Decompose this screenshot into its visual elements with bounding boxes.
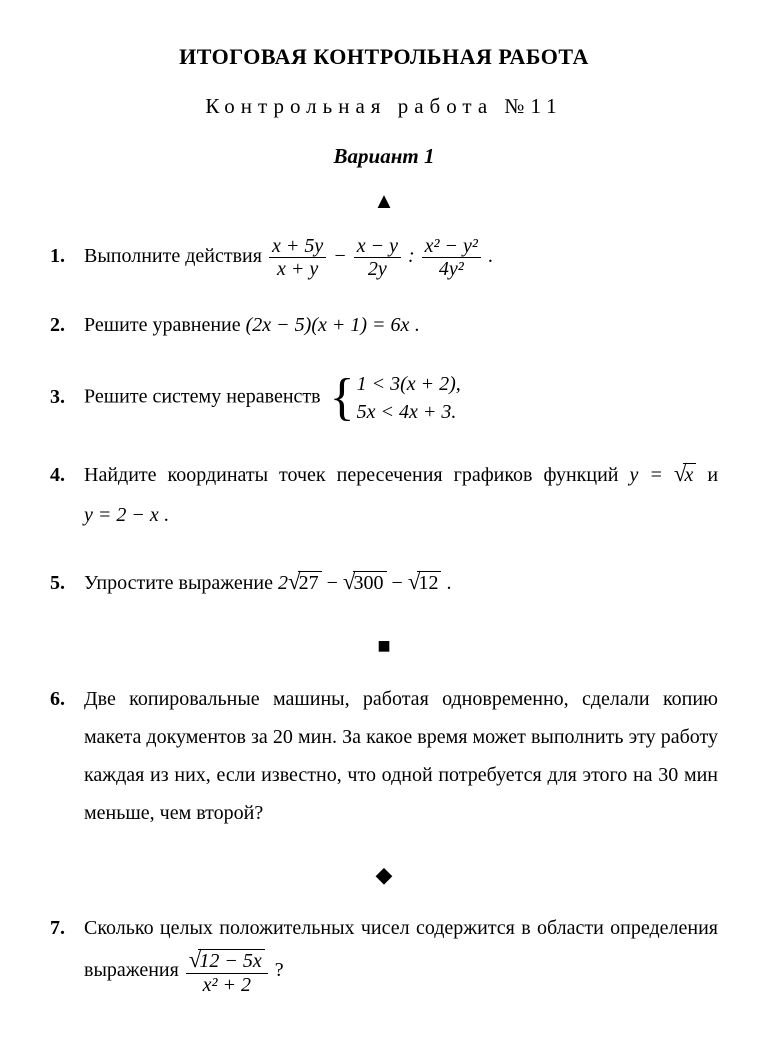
- task-1-text: Выполните действия: [84, 245, 267, 267]
- task-7-num: 12 − 5x: [198, 949, 264, 972]
- subtitle: Контрольная работа №11: [50, 91, 718, 123]
- sqrt-27: 27: [298, 571, 322, 594]
- task-3: Решите систему неравенств { 1 < 3(x + 2)…: [50, 370, 718, 426]
- task-list-2: Две копировальные машины, работая одновр…: [50, 680, 718, 832]
- frac2-num: x − y: [354, 235, 401, 257]
- task-5-text: Упростите выражение: [84, 572, 278, 594]
- frac2-den: 2y: [354, 257, 401, 280]
- task-7-text: Сколько целых положительных чисел содерж…: [84, 917, 718, 981]
- triangle-marker-icon: ▲: [50, 184, 718, 217]
- square-marker-icon: ■: [50, 629, 718, 662]
- frac1-num: x + 5y: [269, 235, 326, 257]
- frac1-den: x + y: [269, 257, 326, 280]
- task-4-f2: y = 2 − x: [84, 504, 159, 526]
- system-brace: { 1 < 3(x + 2), 5x < 4x + 3.: [330, 370, 461, 426]
- task-list-3: Сколько целых положительных чисел содерж…: [50, 909, 718, 995]
- sqrt-12: 12: [417, 571, 441, 594]
- op-divide: :: [408, 245, 420, 267]
- task-list: Выполните действия x + 5yx + y − x − y2y…: [50, 235, 718, 603]
- frac3-num: x² − y²: [422, 235, 481, 257]
- task-7-end: ?: [275, 959, 284, 981]
- op-minus: −: [333, 245, 352, 267]
- task-4-end: .: [164, 504, 169, 526]
- diamond-marker-icon: ◆: [50, 858, 718, 891]
- system-line-1: 1 < 3(x + 2),: [357, 370, 461, 398]
- task-1-formula: x + 5yx + y − x − y2y : x² − y²4y²: [267, 245, 488, 267]
- task-2: Решите уравнение (2x − 5)(x + 1) = 6x .: [50, 306, 718, 344]
- minus-2: −: [392, 572, 408, 594]
- task-1: Выполните действия x + 5yx + y − x − y2y…: [50, 235, 718, 280]
- system-line-2: 5x < 4x + 3.: [357, 398, 461, 426]
- coef-2: 2: [278, 572, 288, 594]
- task-7-den: x² + 2: [186, 973, 268, 996]
- sqrt-300: 300: [353, 571, 387, 594]
- variant-label: Вариант 1: [50, 141, 718, 173]
- task-4-and: и: [707, 464, 718, 486]
- main-title: ИТОГОВАЯ КОНТРОЛЬНАЯ РАБОТА: [50, 40, 718, 73]
- task-6: Две копировальные машины, работая одновр…: [50, 680, 718, 832]
- task-4-text: Найдите координаты точек пересечения гра…: [84, 464, 629, 486]
- task-5-end: .: [446, 572, 451, 594]
- task-2-text: Решите уравнение: [84, 314, 246, 336]
- task-3-text: Решите систему неравенств: [84, 386, 326, 408]
- task-1-end: .: [488, 245, 493, 267]
- task-6-text: Две копировальные машины, работая одновр…: [84, 680, 718, 832]
- sqrt-x-radicand: x: [683, 463, 696, 486]
- task-2-formula: (2x − 5)(x + 1) = 6x: [246, 314, 410, 336]
- task-5-formula: 2√27 − √300 − √12: [278, 572, 446, 594]
- task-4-yeq: y =: [629, 464, 673, 486]
- task-2-end: .: [414, 314, 419, 336]
- minus-1: −: [327, 572, 343, 594]
- sqrt-x: √x: [674, 452, 697, 496]
- frac3-den: 4y²: [422, 257, 481, 280]
- task-5: Упростите выражение 2√27 − √300 − √12 .: [50, 560, 718, 604]
- task-4: Найдите координаты точек пересечения гра…: [50, 452, 718, 534]
- left-brace-icon: {: [330, 372, 355, 424]
- task-7-frac: √12 − 5x x² + 2: [186, 947, 268, 995]
- task-7: Сколько целых положительных чисел содерж…: [50, 909, 718, 995]
